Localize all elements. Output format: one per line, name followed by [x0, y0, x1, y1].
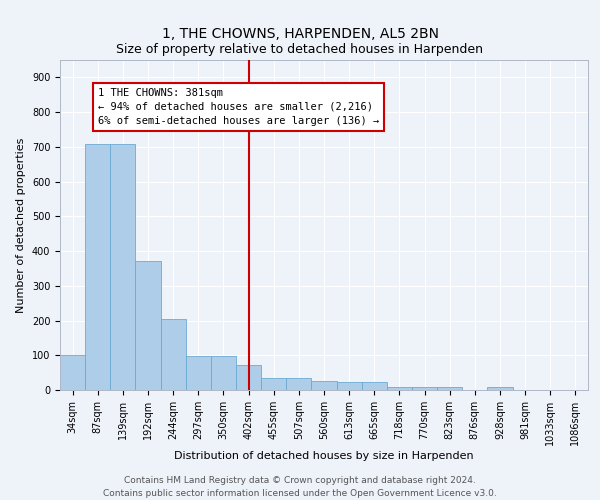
- Bar: [85, 144, 110, 390]
- Text: 1, THE CHOWNS, HARPENDEN, AL5 2BN: 1, THE CHOWNS, HARPENDEN, AL5 2BN: [161, 28, 439, 42]
- Bar: [437, 386, 462, 390]
- Bar: [136, 261, 161, 390]
- Bar: [186, 356, 211, 390]
- Bar: [487, 386, 512, 390]
- Bar: [337, 382, 362, 390]
- Bar: [286, 378, 311, 390]
- Bar: [387, 386, 412, 390]
- Bar: [261, 378, 286, 390]
- Bar: [362, 382, 387, 390]
- Text: 1 THE CHOWNS: 381sqm
← 94% of detached houses are smaller (2,216)
6% of semi-det: 1 THE CHOWNS: 381sqm ← 94% of detached h…: [98, 88, 379, 126]
- Text: Contains HM Land Registry data © Crown copyright and database right 2024.
Contai: Contains HM Land Registry data © Crown c…: [103, 476, 497, 498]
- Text: Size of property relative to detached houses in Harpenden: Size of property relative to detached ho…: [116, 42, 484, 56]
- Bar: [412, 386, 437, 390]
- X-axis label: Distribution of detached houses by size in Harpenden: Distribution of detached houses by size …: [174, 450, 474, 460]
- Bar: [311, 380, 337, 390]
- Bar: [60, 356, 85, 390]
- Bar: [161, 319, 186, 390]
- Y-axis label: Number of detached properties: Number of detached properties: [16, 138, 26, 312]
- Bar: [211, 356, 236, 390]
- Bar: [236, 365, 261, 390]
- Bar: [110, 144, 136, 390]
